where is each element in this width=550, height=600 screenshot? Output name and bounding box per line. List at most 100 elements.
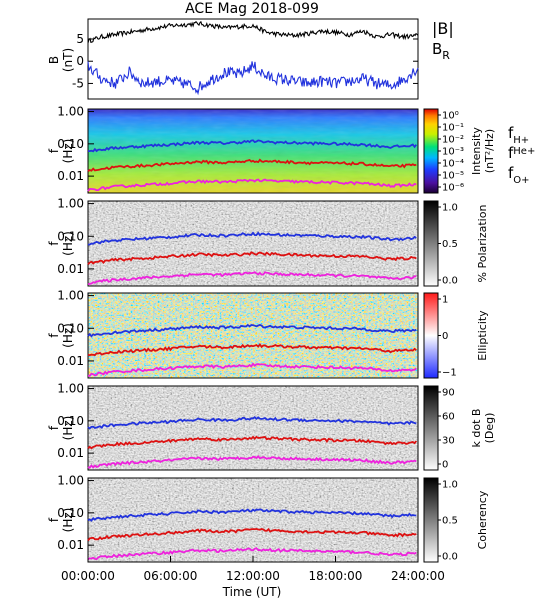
y-unit: (Hz): [61, 139, 75, 164]
y-tick-label: 1.00: [57, 105, 84, 119]
colorbar-tick-label: 1.0: [442, 203, 458, 214]
colorbar-tick-label: 10⁻⁶: [442, 183, 464, 194]
panel-p5: 1.00 0.10 0.01 f (Hz) 90 60 30 0 k dot B (Deg): [47, 382, 496, 471]
y-label: f: [47, 333, 61, 338]
field-series: [87, 20, 419, 96]
colorbar-tick-label: −1: [442, 368, 457, 379]
p6-colorbar: [423, 477, 439, 563]
fO-line: [87, 547, 417, 561]
y-tick-label: 1.00: [57, 289, 84, 303]
p3-frame: [87, 200, 419, 287]
colorbar-tick-label: 1: [442, 295, 448, 306]
y-tick-label: 0.01: [57, 446, 84, 460]
field-y-tick-label: -5: [72, 76, 84, 90]
legend-fO-main: f: [508, 164, 514, 182]
field-y-label: B: [47, 56, 61, 64]
legend-fHe-main: f: [508, 144, 514, 162]
colorbar-label: Coherency: [476, 490, 489, 549]
y-tick-label: 1.00: [57, 474, 84, 488]
spectrogram-panels: 1.000.100.01f (Hz)10⁰10⁻¹10⁻²10⁻³10⁻⁴10⁻⁵…: [47, 105, 496, 563]
field-y-tick-label: 0: [76, 54, 84, 68]
x-tick-label: 00:00:00: [61, 569, 115, 583]
colorbar-tick-label: 0: [442, 460, 448, 471]
fO-line: [87, 454, 417, 469]
fH-line: [87, 139, 417, 153]
colorbar-label: k dot B: [470, 409, 483, 448]
chart-title: ACE Mag 2018-099: [185, 1, 319, 17]
colorbar-tick-label: 0.0: [442, 552, 458, 563]
y-tick-label: 1.00: [57, 197, 84, 211]
fHe-line: [87, 527, 417, 542]
legend-fO: fO+: [508, 164, 530, 186]
y-unit: (Hz): [61, 323, 75, 348]
legend-br-sub: R: [442, 49, 450, 62]
fO-line: [87, 271, 417, 286]
legend-fO-sub: O+: [513, 175, 529, 186]
y-tick-label: 0.10: [57, 137, 84, 151]
fH-line: [87, 416, 417, 430]
p3-image: [88, 201, 418, 286]
fO-line: [87, 178, 417, 192]
colorbar-tick-label: 0.5: [442, 239, 458, 250]
legend-fHe-sub: He+: [513, 146, 535, 157]
panel-p6: 1.00 0.10 0.01 f (Hz) 1.0 0.5 0.0 Coherency: [47, 474, 489, 563]
colorbar-unit: (Deg): [483, 413, 496, 444]
y-tick-label: 1.00: [57, 382, 84, 396]
y-unit: (Hz): [61, 508, 75, 533]
colorbar-tick-label: 0.5: [442, 516, 458, 527]
y-unit: (Hz): [61, 416, 75, 441]
series-btot-line: [87, 20, 419, 44]
colorbar-tick-label: 1.0: [442, 480, 458, 491]
field-y-unit: (nT): [61, 48, 75, 72]
series-br-line: [87, 61, 419, 96]
y-tick-label: 0.01: [57, 538, 84, 552]
legend-fHe: fHe+: [508, 144, 535, 162]
colorbar-label: % Polarization: [476, 205, 489, 283]
colorbar-tick-label: 90: [442, 388, 455, 399]
fH-line: [87, 323, 417, 338]
colorbar-tick-label: 10⁻¹: [442, 123, 464, 134]
p4-colorbar: [423, 292, 439, 379]
fH-line: [87, 231, 417, 246]
y-tick-label: 0.01: [57, 262, 84, 276]
legend-br-main: B: [432, 40, 442, 58]
colorbar-tick-label: 30: [442, 436, 455, 447]
p2-colorbar: [423, 108, 439, 194]
y-label: f: [47, 425, 61, 430]
colorbar-tick-label: 0.0: [442, 276, 458, 287]
panel-p4: 1.00 0.10 0.01 f (Hz) 1 0 −1 Ellipticity: [47, 289, 489, 379]
fHe-line: [87, 158, 417, 173]
p5-colorbar: [423, 385, 439, 471]
colorbar-tick-label: 10⁰: [442, 111, 459, 122]
x-tick-label: 24:00:00: [391, 569, 445, 583]
y-unit: (Hz): [61, 231, 75, 256]
fHe-line: [87, 251, 417, 266]
colorbar-unit: (nT²/Hz): [483, 129, 496, 173]
legend-fH-main: f: [508, 124, 514, 142]
colorbar-tick-label: 0: [442, 331, 448, 342]
fHe-line: [87, 435, 418, 450]
y-tick-label: 0.01: [57, 169, 84, 183]
x-axis: 00:00:00 06:00:00 12:00:00 18:00:00 24:00:00: [61, 556, 445, 583]
colorbar-tick-label: 60: [442, 412, 455, 423]
colorbar-label: Ellipticity: [476, 310, 489, 361]
x-tick-label: 18:00:00: [309, 569, 363, 583]
fHe-line: [87, 343, 417, 357]
y-label: f: [47, 517, 61, 522]
y-label: f: [47, 241, 61, 246]
fO-line: [87, 362, 417, 377]
p6-image: [88, 478, 418, 562]
y-tick-label: 0.10: [57, 506, 84, 520]
legend-btot: |B|: [432, 19, 454, 38]
colorbar-label: Intensity: [470, 127, 483, 175]
field-y-tick-label: 5: [76, 32, 84, 46]
fH-line: [87, 508, 417, 522]
legend-fH-sub: H+: [513, 135, 529, 146]
legend-br: BR: [432, 40, 450, 62]
panel-p2: 1.00 0.10 0.01 f (Hz) 10⁰10⁻¹10⁻²10⁻³10⁻⁴10⁻⁵…: [47, 105, 496, 194]
colorbar-tick-label: 10⁻³: [442, 147, 464, 158]
y-tick-label: 0.10: [57, 321, 84, 335]
colorbar-tick-label: 10⁻²: [442, 135, 464, 146]
y-tick-label: 0.10: [57, 414, 84, 428]
